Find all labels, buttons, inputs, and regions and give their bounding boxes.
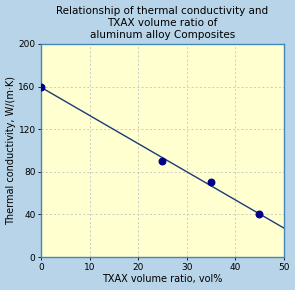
Y-axis label: Thermal conductivity, W/(m·K): Thermal conductivity, W/(m·K): [6, 76, 16, 225]
Point: [160, 159, 165, 164]
Point: [257, 212, 262, 217]
Point: [209, 180, 213, 185]
Point: [39, 84, 43, 89]
X-axis label: TXAX volume ratio, vol%: TXAX volume ratio, vol%: [102, 274, 223, 284]
Title: Relationship of thermal conductivity and
TXAX volume ratio of
aluminum alloy Com: Relationship of thermal conductivity and…: [56, 6, 268, 40]
